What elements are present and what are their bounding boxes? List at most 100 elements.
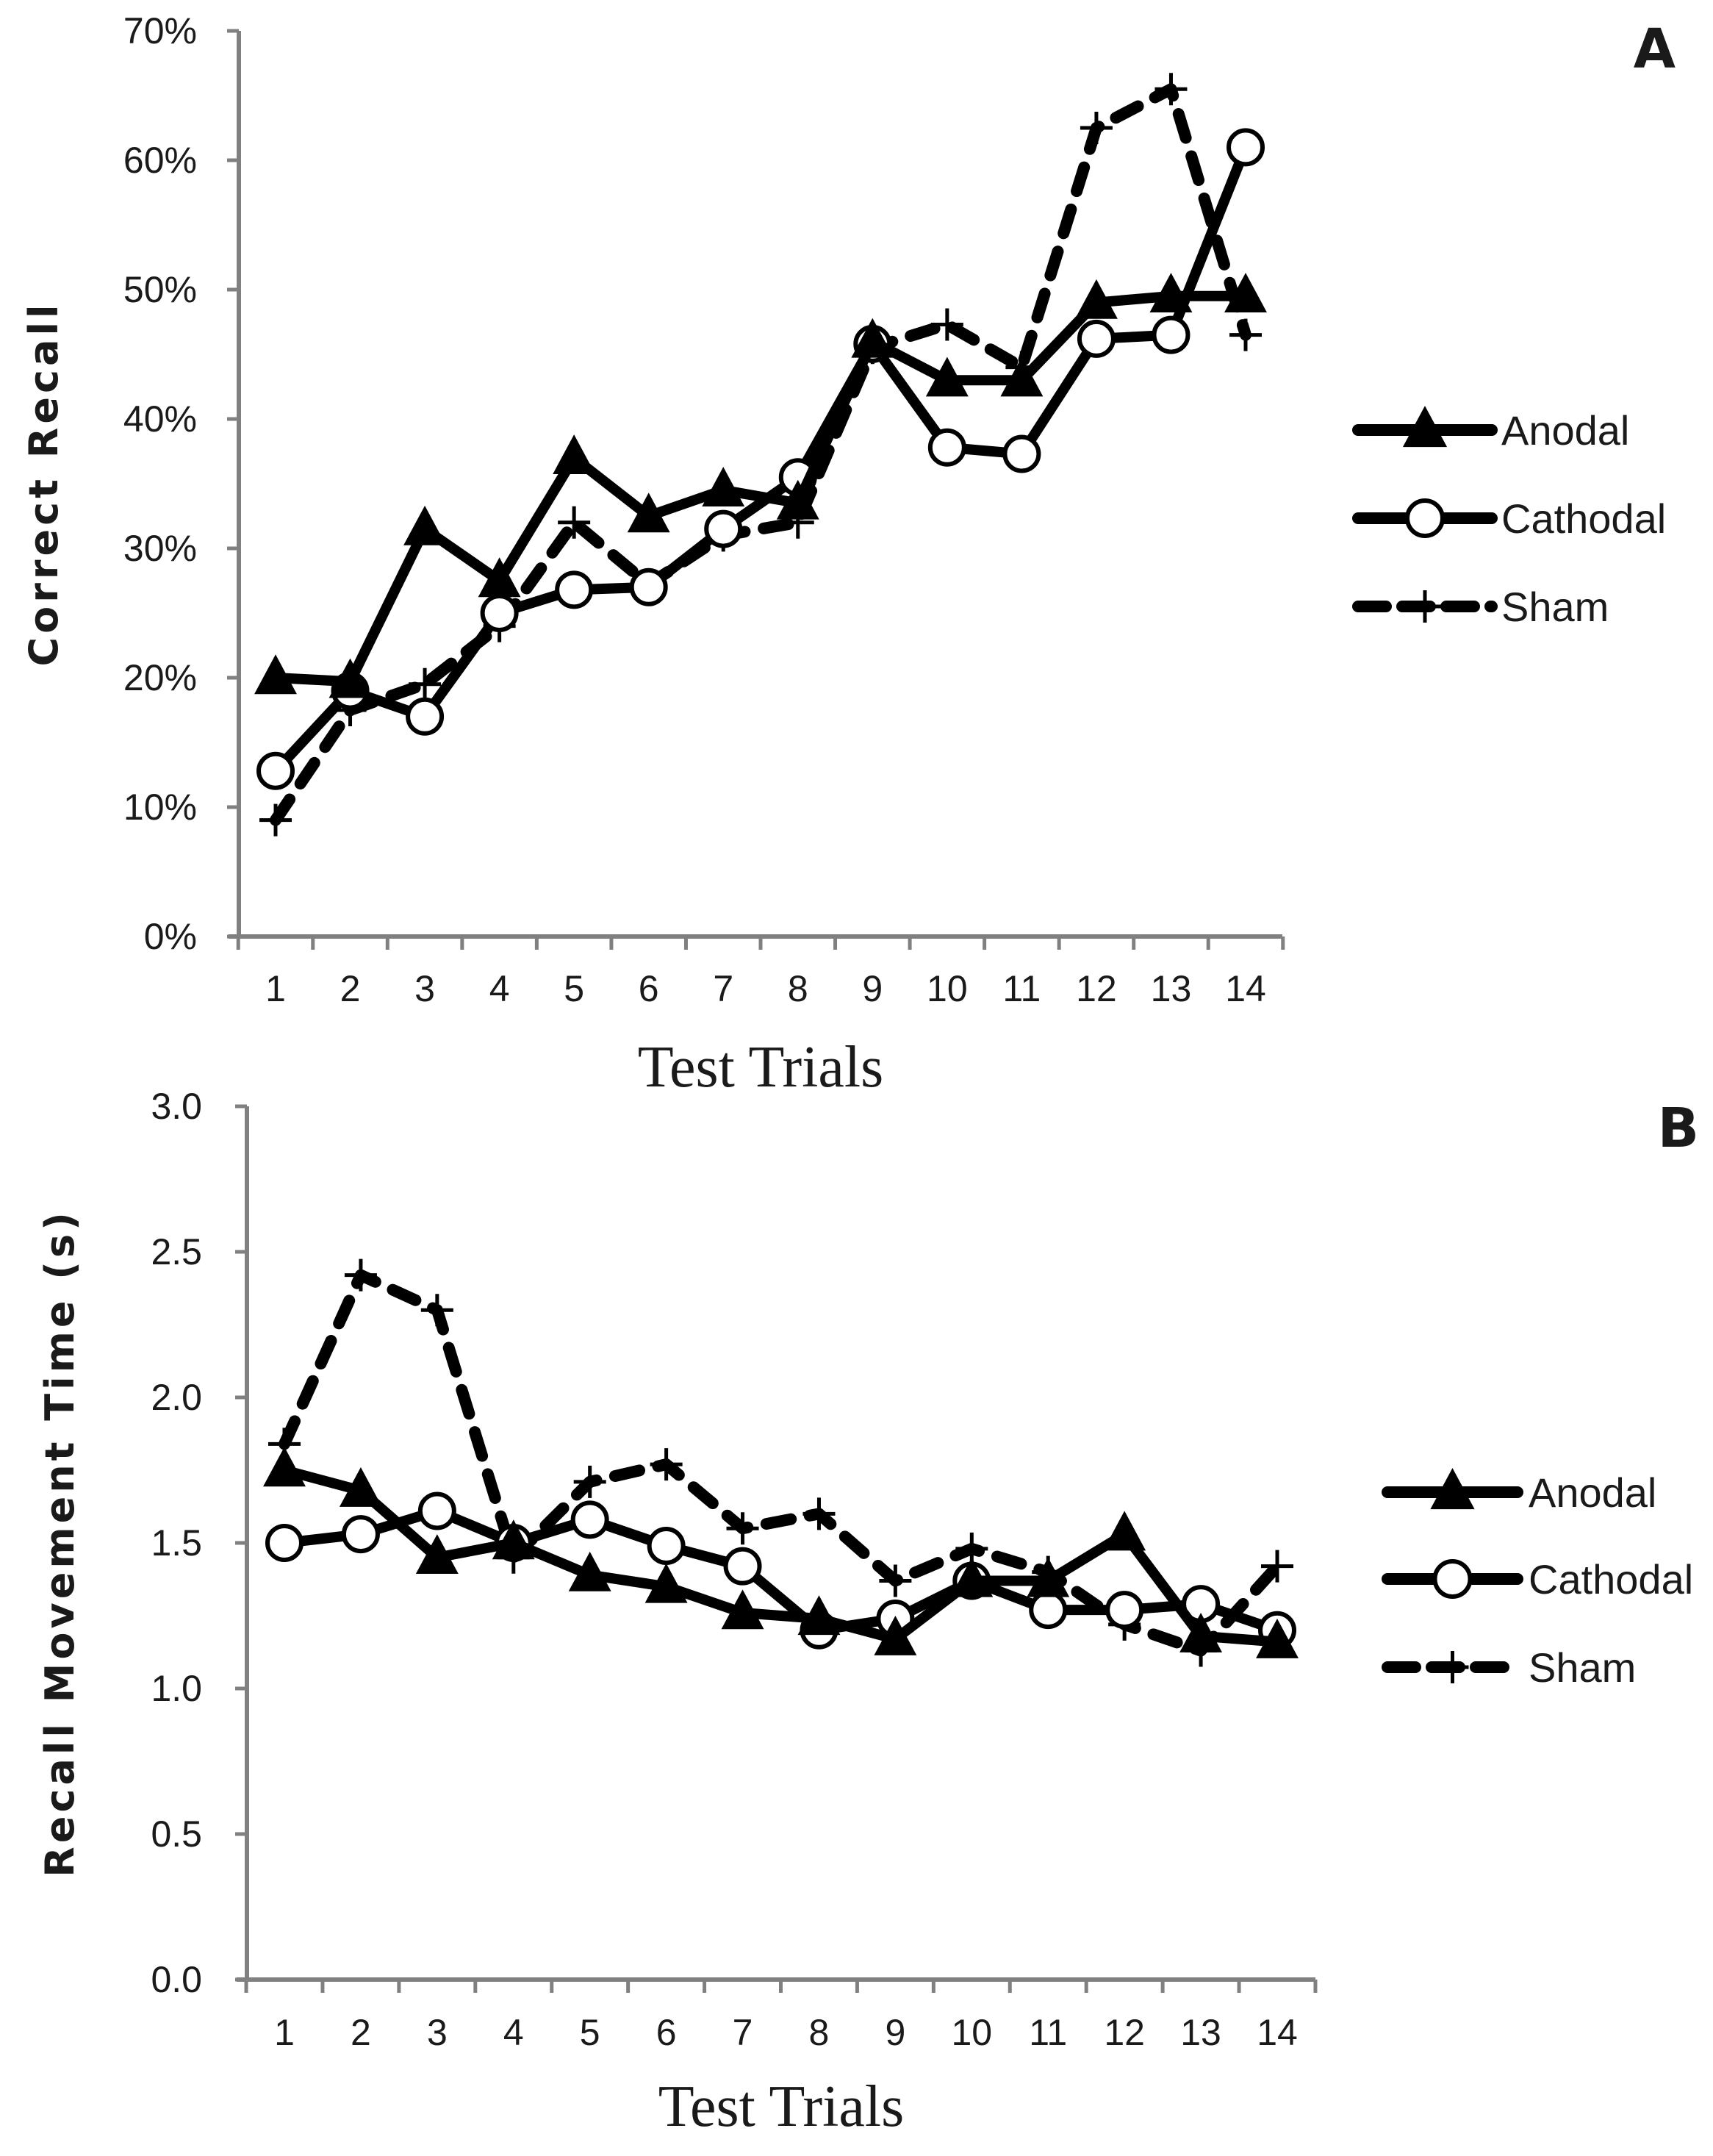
x-tick-label: 13 [1180,2012,1221,2053]
y-tick-label: 70% [123,10,197,51]
legend-label: Anodal [1501,407,1629,454]
data-point-sham [573,1465,606,1498]
data-point-anodal [492,1519,535,1560]
data-point-anodal [1103,1511,1146,1551]
data-point-sham [879,1564,912,1597]
x-tick-label: 11 [1002,968,1041,1009]
data-point-anodal [925,357,969,397]
legend-item-cathodal: Cathodal [1352,495,1666,542]
x-tick-label: 7 [733,2012,753,2053]
x-tick-label: 5 [564,968,584,1009]
data-point-anodal [415,1534,459,1574]
data-point-cathodal [1077,319,1116,358]
data-point-anodal [1149,273,1193,312]
series-anodal [254,273,1267,698]
data-point-anodal [702,467,745,506]
x-tick-label: 14 [1257,2012,1298,2053]
data-point-anodal [403,505,447,545]
data-point-sham [1154,73,1188,106]
data-point-anodal [1256,1618,1299,1658]
x-tick-label: 10 [951,2012,992,2053]
data-point-anodal [1000,357,1044,397]
data-point-cathodal [927,428,966,467]
data-point-cathodal [265,1524,304,1562]
x-tick-label: 12 [1104,2012,1145,2053]
panel-label: A [1634,18,1676,81]
data-point-anodal [1027,1557,1070,1597]
legend-item-sham: Sham [1382,1644,1636,1691]
x-tick-label: 6 [656,2012,677,2053]
series-line-sham [270,83,1251,826]
data-point-sham [726,1512,759,1545]
x-tick-label: 10 [927,968,968,1009]
data-point-sham [930,308,963,341]
x-tick-label: 8 [809,2012,830,2053]
data-point-cathodal [417,1491,456,1530]
x-tick-label: 6 [639,968,659,1009]
data-point-sham [259,803,292,837]
data-point-anodal [263,1447,306,1487]
data-point-sham [1080,112,1113,144]
y-tick-label: 60% [123,140,197,181]
data-point-anodal [1224,273,1267,312]
x-tick-label: 3 [414,968,435,1009]
x-tick-label: 9 [862,968,883,1009]
legend-label: Cathodal [1501,495,1666,542]
data-point-sham [1229,318,1262,351]
data-point-sham [420,1294,453,1327]
y-tick-label: 40% [123,398,197,440]
series-line-cathodal [270,142,1251,776]
data-point-cathodal [1029,1591,1068,1630]
y-tick-label: 0.5 [151,1813,202,1855]
x-tick-label: 14 [1225,968,1266,1009]
data-point-sham [344,1258,377,1292]
legend-marker [1430,1468,1475,1510]
panel-label: B [1658,1097,1699,1160]
legend-label: Sham [1501,584,1609,630]
data-point-sham [650,1448,683,1481]
data-point-cathodal [629,567,668,606]
y-tick-label: 50% [123,269,197,310]
y-tick-label: 1.0 [151,1668,202,1709]
data-point-cathodal [480,594,519,632]
x-tick-label: 4 [489,968,510,1009]
data-point-sham [409,667,442,701]
x-tick-label: 9 [885,2012,905,2053]
data-point-cathodal [1152,315,1191,354]
data-point-anodal [721,1589,764,1630]
y-tick-label: 1.5 [151,1522,202,1564]
x-tick-label: 5 [580,2012,600,2053]
legend-marker [1409,590,1441,623]
data-point-anodal [851,318,894,358]
data-point-anodal [568,1551,611,1591]
legend-label: Cathodal [1529,1556,1693,1602]
data-point-cathodal [570,1500,609,1539]
data-point-cathodal [723,1547,762,1586]
data-point-cathodal [704,509,743,548]
data-point-anodal [1074,279,1118,319]
y-tick-label: 2.0 [151,1377,202,1418]
chart-panel-b: 0.00.51.01.52.02.53.01 2 3 4 5 6 7 8 9 10 11 12 13 14… [37,1086,1699,2139]
data-point-anodal [254,654,297,695]
data-point-cathodal [256,751,295,790]
y-tick-label: 20% [123,657,197,698]
data-point-cathodal [1227,128,1265,167]
data-point-anodal [776,479,819,520]
x-tick-label: 13 [1151,968,1192,1009]
data-point-anodal [478,557,521,598]
data-point-anodal [339,1467,382,1507]
x-tick-label: 12 [1076,968,1117,1009]
data-point-cathodal [647,1526,686,1565]
data-point-anodal [874,1615,917,1655]
data-point-cathodal [1002,434,1041,473]
legend-item-sham: Sham [1352,584,1609,630]
data-point-anodal [950,1557,994,1597]
data-point-anodal [797,1595,841,1636]
x-axis-title: Test Trials [658,2074,905,2139]
y-tick-label: 30% [123,528,197,569]
y-tick-label: 10% [123,787,197,828]
x-axis-title: Test Trials [638,1035,884,1100]
y-axis-title: Correct Recall [21,301,67,667]
legend: Anodal Cathodal Sham [1352,406,1666,630]
